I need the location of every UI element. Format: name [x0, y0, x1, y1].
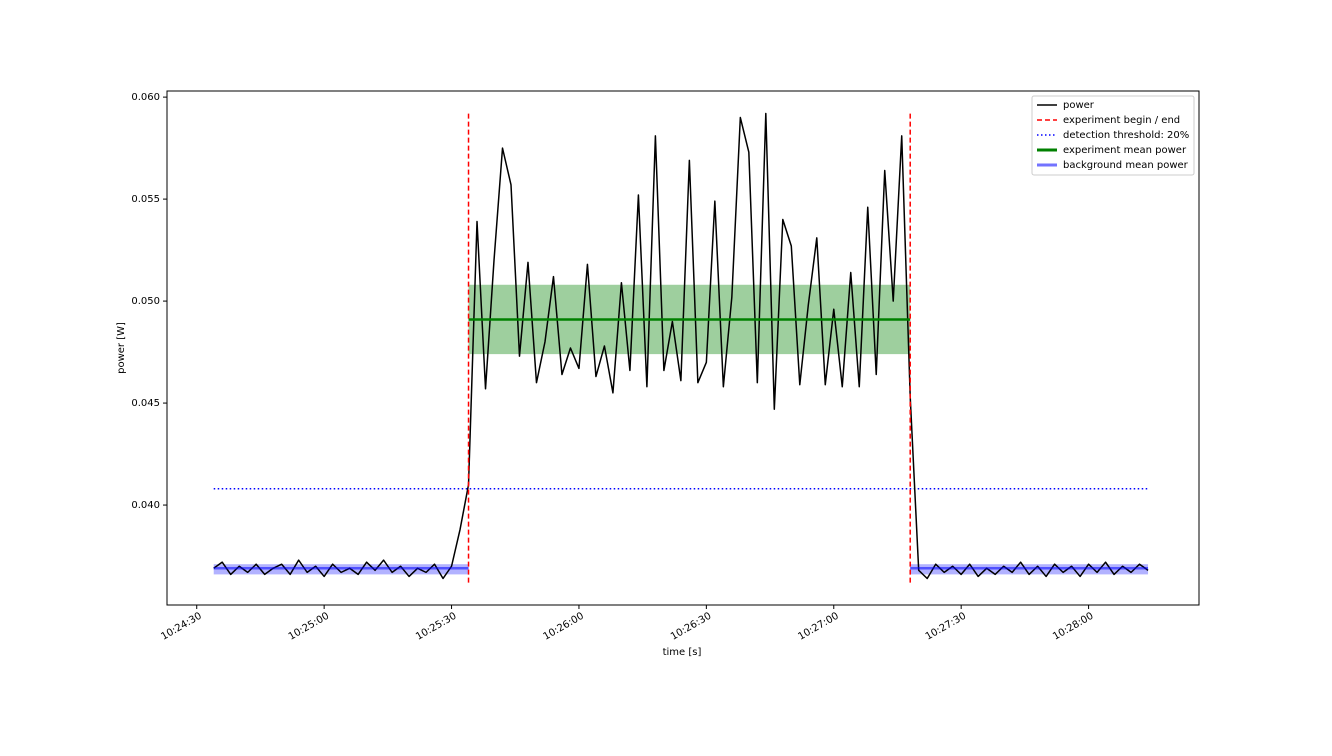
x-tick-label: 10:27:00 — [796, 611, 840, 643]
y-axis-label: power [W] — [116, 322, 127, 374]
legend-label: power — [1063, 100, 1095, 111]
legend: power experiment begin / end detection thr… — [1031, 95, 1195, 176]
x-tick-label: 10:26:00 — [542, 611, 586, 643]
x-tick-label: 10:28:00 — [1051, 611, 1095, 643]
legend-label: experiment begin / end — [1063, 115, 1180, 126]
y-tick-label: 0.040 — [131, 500, 160, 511]
x-axis-label: time [s] — [663, 647, 702, 658]
legend-label: background mean power — [1063, 160, 1189, 171]
y-tick-label: 0.055 — [131, 194, 160, 205]
x-tick-label: 10:27:30 — [924, 611, 968, 643]
x-tick-label: 10:25:00 — [287, 611, 331, 643]
power-line — [213, 112, 1149, 580]
legend-box — [1031, 95, 1195, 176]
y-tick-label: 0.060 — [131, 92, 160, 103]
x-tick-label: 10:24:30 — [159, 611, 203, 643]
y-tick-label: 0.050 — [131, 296, 160, 307]
legend-label: detection threshold: 20% — [1063, 130, 1189, 141]
plot-frame — [166, 90, 1200, 606]
y-tick-label: 0.045 — [131, 398, 160, 409]
x-tick-label: 10:25:30 — [414, 611, 458, 643]
x-tick-label: 10:26:30 — [669, 611, 713, 643]
legend-label: experiment mean power — [1063, 145, 1187, 156]
